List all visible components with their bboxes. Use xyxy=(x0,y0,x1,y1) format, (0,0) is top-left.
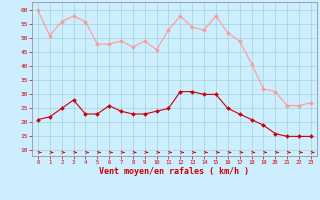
X-axis label: Vent moyen/en rafales ( km/h ): Vent moyen/en rafales ( km/h ) xyxy=(100,167,249,176)
